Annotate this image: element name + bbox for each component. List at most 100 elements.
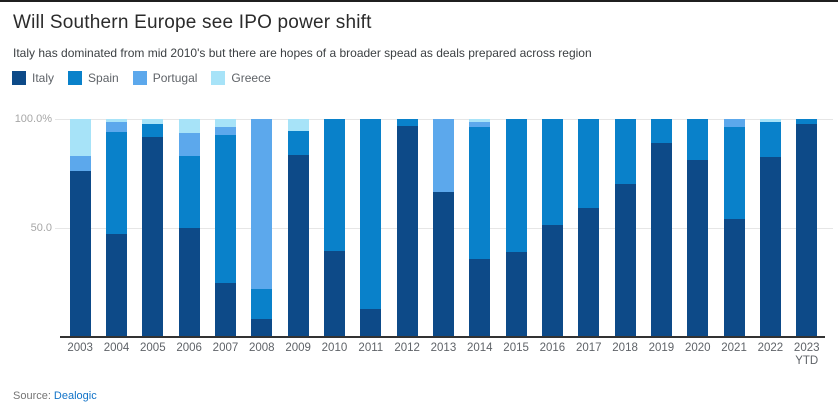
bar-segment-italy xyxy=(323,251,345,336)
x-axis-line xyxy=(60,336,825,338)
x-axis-tick-label: 2022 xyxy=(757,342,784,354)
y-axis-tick-50: 50.0 xyxy=(30,222,52,234)
x-axis-tick-label: 2007 xyxy=(212,342,239,354)
bar-segment-spain xyxy=(723,126,745,219)
bar-segment-italy xyxy=(650,142,672,336)
bar-segment-italy xyxy=(541,225,563,336)
bar-segment-italy xyxy=(287,154,309,336)
x-axis-tick-label: 2011 xyxy=(358,342,384,354)
bar-segment-spain xyxy=(505,119,527,253)
x-axis-tick-label: 2004 xyxy=(103,342,130,354)
bar-slot xyxy=(425,119,461,336)
bar-slot xyxy=(498,119,534,336)
stacked-bar-2018 xyxy=(614,119,636,336)
bar-segment-italy xyxy=(142,137,164,336)
stacked-bar-2007 xyxy=(214,119,236,336)
bar-segment-spain xyxy=(541,119,563,226)
stacked-bar-2003 xyxy=(69,119,91,336)
stacked-bar-2023 xyxy=(796,119,818,336)
bar-segment-italy xyxy=(759,156,781,336)
bar-segment-italy xyxy=(251,318,273,336)
bar-segment-portugal xyxy=(251,119,273,290)
x-axis-tick-label: 2016 xyxy=(539,342,566,354)
bar-segment-spain xyxy=(105,132,127,235)
x-axis-tick-label: 2006 xyxy=(176,342,202,354)
bar-segment-italy xyxy=(578,207,600,336)
bar-segment-spain xyxy=(396,119,418,126)
stacked-bar-2022 xyxy=(759,119,781,336)
stacked-bar-2013 xyxy=(432,119,454,336)
legend-label: Italy xyxy=(32,71,55,85)
bar-slot xyxy=(389,119,425,336)
bar-segment-spain xyxy=(178,155,200,228)
legend-swatch-icon xyxy=(68,71,83,85)
legend-label: Greece xyxy=(231,71,271,85)
source-link[interactable]: Dealogic xyxy=(53,390,97,402)
bar-segment-greece xyxy=(759,119,781,123)
bar-slot xyxy=(534,119,570,336)
bar-segment-spain xyxy=(796,119,818,125)
bar-segment-portugal xyxy=(105,122,127,133)
stacked-bar-2006 xyxy=(178,119,200,336)
legend-swatch-icon xyxy=(211,71,226,85)
bar-segment-greece xyxy=(287,119,309,131)
x-axis-tick-label: 2021 xyxy=(721,342,747,354)
y-axis-tick-100: 100.0% xyxy=(14,113,52,125)
bar-segment-spain xyxy=(759,122,781,157)
stacked-bar-2008 xyxy=(251,119,273,336)
bar-slot xyxy=(207,119,243,336)
stacked-bar-2016 xyxy=(541,119,563,336)
bar-segment-greece xyxy=(469,119,491,123)
bar-segment-spain xyxy=(578,119,600,208)
bar-segment-italy xyxy=(69,171,91,336)
bar-segment-greece xyxy=(142,119,164,125)
stacked-bar-2009 xyxy=(287,119,309,336)
bar-slot xyxy=(752,119,788,336)
bar-segment-italy xyxy=(214,282,236,336)
bar-slot xyxy=(62,119,98,336)
x-axis-tick-label: 2018 xyxy=(612,342,638,354)
bar-segment-spain xyxy=(614,119,636,185)
x-axis-tick-label: 2010 xyxy=(321,342,348,354)
x-axis-tick-label: 2020 xyxy=(684,342,711,354)
bar-slot xyxy=(244,119,280,336)
chart-legend: Italy Spain Portugal Greece xyxy=(12,71,271,85)
bar-slot xyxy=(571,119,607,336)
chart-subtitle: Italy has dominated from mid 2010's but … xyxy=(13,46,592,60)
x-axis-tick-label: 2013 xyxy=(430,342,457,354)
bar-segment-spain xyxy=(650,119,672,143)
stacked-bar-2004 xyxy=(105,119,127,336)
stacked-bar-2017 xyxy=(578,119,600,336)
bar-slot xyxy=(98,119,134,336)
bar-segment-spain xyxy=(214,135,236,283)
bar-segment-portugal xyxy=(69,155,91,172)
bar-segment-portugal xyxy=(178,133,200,156)
x-axis-tick-label: 2003 xyxy=(67,342,93,354)
bar-segment-italy xyxy=(505,252,527,336)
bar-slot xyxy=(789,119,825,336)
legend-item-portugal[interactable]: Portugal xyxy=(132,71,197,85)
bar-segment-italy xyxy=(105,234,127,336)
bar-slot xyxy=(316,119,352,336)
legend-item-italy[interactable]: Italy xyxy=(12,71,54,85)
bar-segment-spain xyxy=(323,119,345,252)
legend-item-greece[interactable]: Greece xyxy=(211,71,271,85)
x-axis-tick-label: 2012 xyxy=(394,342,420,354)
x-axis-tick-label: 2008 xyxy=(249,342,275,354)
bar-slot xyxy=(643,119,679,336)
x-axis-labels: 2003 2004 2005 2006 2007 2008 2009 2010 2011 2012… xyxy=(62,342,825,368)
stacked-bar-2019 xyxy=(650,119,672,336)
stacked-bar-2015 xyxy=(505,119,527,336)
x-axis-tick-label: 2019 xyxy=(648,342,675,354)
legend-item-spain[interactable]: Spain xyxy=(68,71,119,85)
page-title: Will Southern Europe see IPO power shift xyxy=(13,12,372,33)
bar-segment-portugal xyxy=(432,119,454,192)
bar-segment-spain xyxy=(469,126,491,259)
bar-slot xyxy=(462,119,498,336)
bar-segment-italy xyxy=(396,125,418,336)
legend-swatch-icon xyxy=(132,71,147,85)
x-axis-tick-label: 2005 xyxy=(140,342,166,354)
plot-area xyxy=(55,119,833,338)
bar-segment-italy xyxy=(687,160,709,336)
